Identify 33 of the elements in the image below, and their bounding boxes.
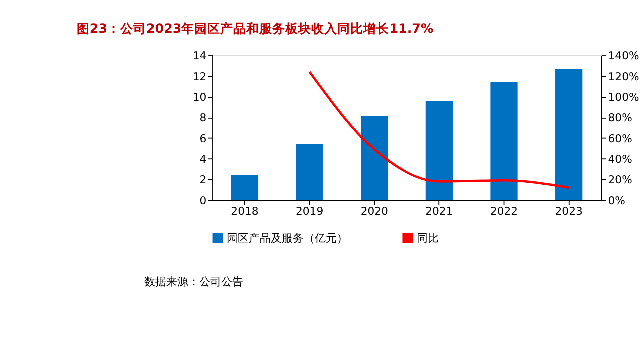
bar bbox=[556, 68, 583, 200]
line-series bbox=[308, 70, 570, 189]
chart-title: 图23：公司2023年园区产品和服务板块收入同比增长11.7% bbox=[76, 20, 434, 36]
y2-tick-label: 20% bbox=[608, 174, 632, 187]
y-tick-label: 4 bbox=[200, 152, 207, 166]
x-tick-label: 2020 bbox=[360, 205, 389, 218]
bar bbox=[231, 175, 259, 200]
y-tick-label: 14 bbox=[192, 50, 207, 63]
x-tick-label: 2021 bbox=[426, 205, 454, 218]
bar bbox=[361, 116, 388, 200]
y-tick-label: 8 bbox=[200, 112, 207, 125]
y2-tick-label: 120% bbox=[608, 70, 640, 84]
legend-label: 同比 bbox=[416, 232, 439, 245]
y2-tick-label: 80% bbox=[608, 112, 632, 125]
bar bbox=[296, 144, 324, 200]
bar bbox=[426, 101, 453, 200]
y-tick-label: 10 bbox=[192, 90, 207, 104]
y2-tick-label: 100% bbox=[608, 90, 640, 104]
y-tick-label: 12 bbox=[192, 70, 207, 84]
y2-tick-label: 60% bbox=[608, 132, 632, 146]
y2-tick-label: 140% bbox=[608, 50, 640, 63]
x-tick-label: 2019 bbox=[296, 205, 324, 218]
y2-tick-label: 40% bbox=[608, 152, 632, 166]
y-tick-label: 2 bbox=[200, 174, 207, 187]
y-tick-label: 6 bbox=[200, 132, 207, 146]
x-tick-label: 2023 bbox=[555, 205, 583, 218]
y-tick-label: 0 bbox=[200, 194, 207, 208]
x-tick-label: 2022 bbox=[490, 205, 518, 218]
source-note: 数据来源：公司公告 bbox=[144, 275, 244, 288]
x-tick-label: 2018 bbox=[231, 205, 259, 218]
bar bbox=[490, 82, 518, 200]
y2-tick-label: 0% bbox=[608, 194, 626, 208]
legend-label: 园区产品及服务（亿元） bbox=[227, 232, 348, 245]
